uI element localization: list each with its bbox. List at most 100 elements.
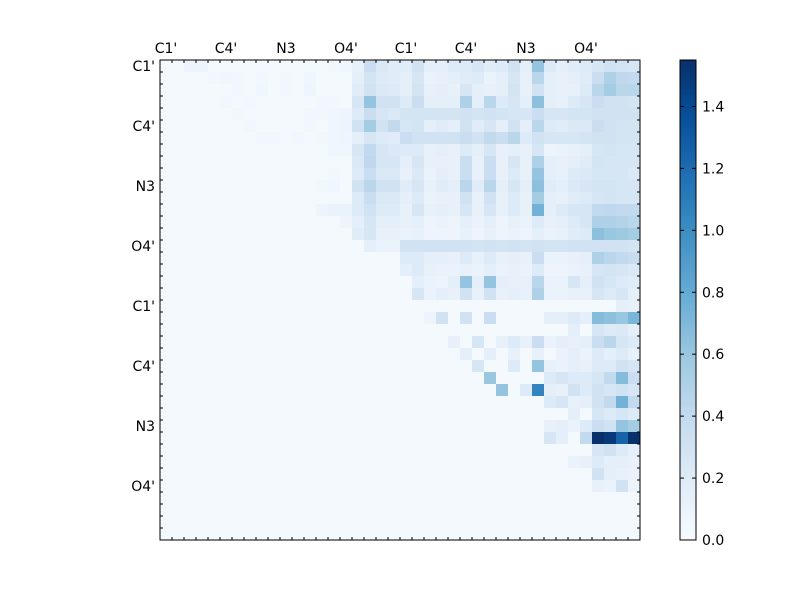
heatmap-cell [568,516,581,529]
heatmap-cell [328,108,341,121]
heatmap-cell [604,420,617,433]
heatmap-cell [604,120,617,133]
heatmap-cell [280,264,293,277]
heatmap-cell [568,528,581,541]
heatmap-cell [340,72,353,85]
heatmap-cell [196,228,209,241]
heatmap-cell [340,444,353,457]
heatmap-cell [412,276,425,289]
heatmap-cell [280,468,293,481]
heatmap-cell [424,192,437,205]
heatmap-cell [208,144,221,157]
heatmap-cell [544,240,557,253]
heatmap-cell [568,96,581,109]
heatmap-cell [244,60,257,73]
heatmap-cell [280,180,293,193]
heatmap-cell [244,360,257,373]
heatmap-cell [340,288,353,301]
heatmap-cell [556,348,569,361]
x-tick-label: O4' [574,41,598,57]
heatmap-cell [484,324,497,337]
heatmap-cell [328,312,341,325]
heatmap-cell [628,288,641,301]
heatmap-cell [544,228,557,241]
heatmap-cell [184,336,197,349]
heatmap-cell [424,444,437,457]
heatmap-cell [412,60,425,73]
heatmap-cell [232,156,245,169]
heatmap-cell [340,60,353,73]
heatmap-cell [568,312,581,325]
heatmap-cell [544,408,557,421]
heatmap-cell [520,156,533,169]
heatmap-cell [400,372,413,385]
heatmap-cell [376,384,389,397]
colorbar [680,60,696,540]
heatmap-cell [376,192,389,205]
heatmap-cell [616,324,629,337]
heatmap-cell [628,72,641,85]
heatmap-cell [292,396,305,409]
heatmap-cell [280,312,293,325]
heatmap-cell [580,396,593,409]
heatmap-cell [544,132,557,145]
heatmap-cell [172,408,185,421]
heatmap-cell [292,492,305,505]
heatmap-cell [532,480,545,493]
heatmap-cell [628,336,641,349]
heatmap-cell [544,156,557,169]
heatmap-cell [328,408,341,421]
heatmap-cell [496,132,509,145]
heatmap-cell [172,276,185,289]
heatmap-cell [580,192,593,205]
heatmap-cell [160,144,173,157]
heatmap-cell [628,492,641,505]
heatmap-cell [316,180,329,193]
heatmap-cell [196,384,209,397]
heatmap-cell [388,300,401,313]
heatmap-cell [592,492,605,505]
heatmap-cell [388,108,401,121]
heatmap-cell [592,396,605,409]
heatmap-cell [256,60,269,73]
heatmap-cell [172,372,185,385]
heatmap-cell [292,108,305,121]
heatmap-cell [412,312,425,325]
heatmap-cell [544,192,557,205]
heatmap-cell [232,444,245,457]
heatmap-cell [352,384,365,397]
heatmap-cell [292,324,305,337]
heatmap-cell [604,288,617,301]
heatmap-cell [544,516,557,529]
heatmap-cell [172,84,185,97]
heatmap-cell [496,324,509,337]
heatmap-cell [400,72,413,85]
heatmap-cell [592,348,605,361]
heatmap-cell [388,156,401,169]
heatmap-cell [184,444,197,457]
heatmap-cell [376,444,389,457]
heatmap-cell [592,168,605,181]
heatmap-cell [628,432,641,445]
heatmap-cell [268,348,281,361]
heatmap-cell [280,288,293,301]
heatmap-cell [184,408,197,421]
heatmap-cell [544,96,557,109]
heatmap-cell [604,264,617,277]
heatmap-cell [388,408,401,421]
heatmap-cell [460,492,473,505]
heatmap-cell [472,72,485,85]
heatmap-cell [232,408,245,421]
heatmap-cell [616,276,629,289]
heatmap-cell [580,444,593,457]
heatmap-cell [244,468,257,481]
heatmap-cell [376,432,389,445]
heatmap-cell [256,372,269,385]
heatmap-cell [304,144,317,157]
heatmap-cell [256,456,269,469]
heatmap-cell [316,204,329,217]
heatmap-cell [364,288,377,301]
heatmap-cell [232,72,245,85]
heatmap-cell [460,288,473,301]
heatmap-cell [328,180,341,193]
